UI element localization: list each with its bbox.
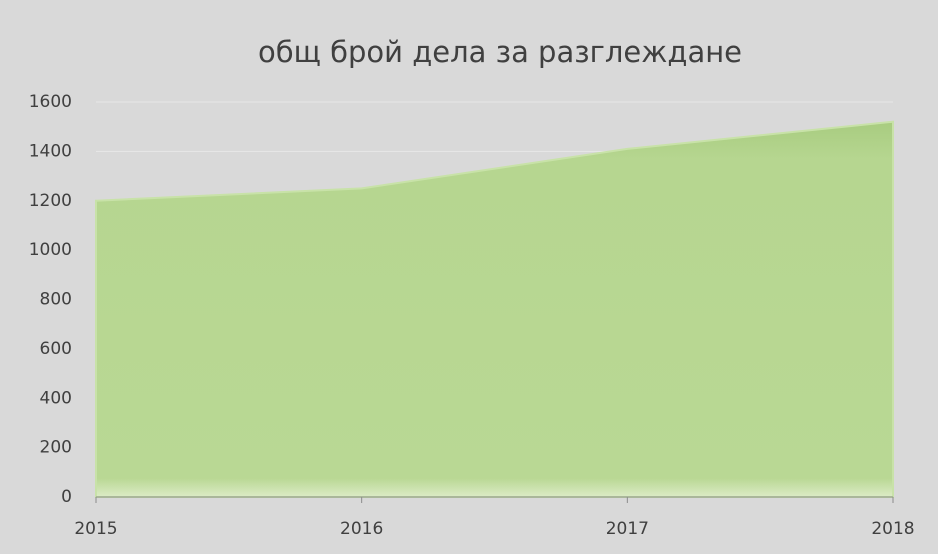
y-tick-label: 1000: [29, 240, 72, 260]
x-tick-label: 2017: [606, 519, 649, 539]
y-tick-label: 600: [40, 339, 72, 359]
y-tick-label: 1200: [29, 191, 72, 211]
chart-title: общ брой дела за разглеждане: [258, 35, 742, 69]
x-tick-label: 2015: [74, 519, 117, 539]
y-tick-label: 1600: [29, 92, 72, 112]
y-tick-label: 0: [61, 487, 72, 507]
y-tick-label: 400: [40, 388, 72, 408]
y-tick-label: 1400: [29, 141, 72, 161]
x-tick-label: 2016: [340, 519, 383, 539]
x-tick-label: 2018: [871, 519, 914, 539]
y-tick-label: 800: [40, 290, 72, 310]
y-tick-label: 200: [40, 438, 72, 458]
